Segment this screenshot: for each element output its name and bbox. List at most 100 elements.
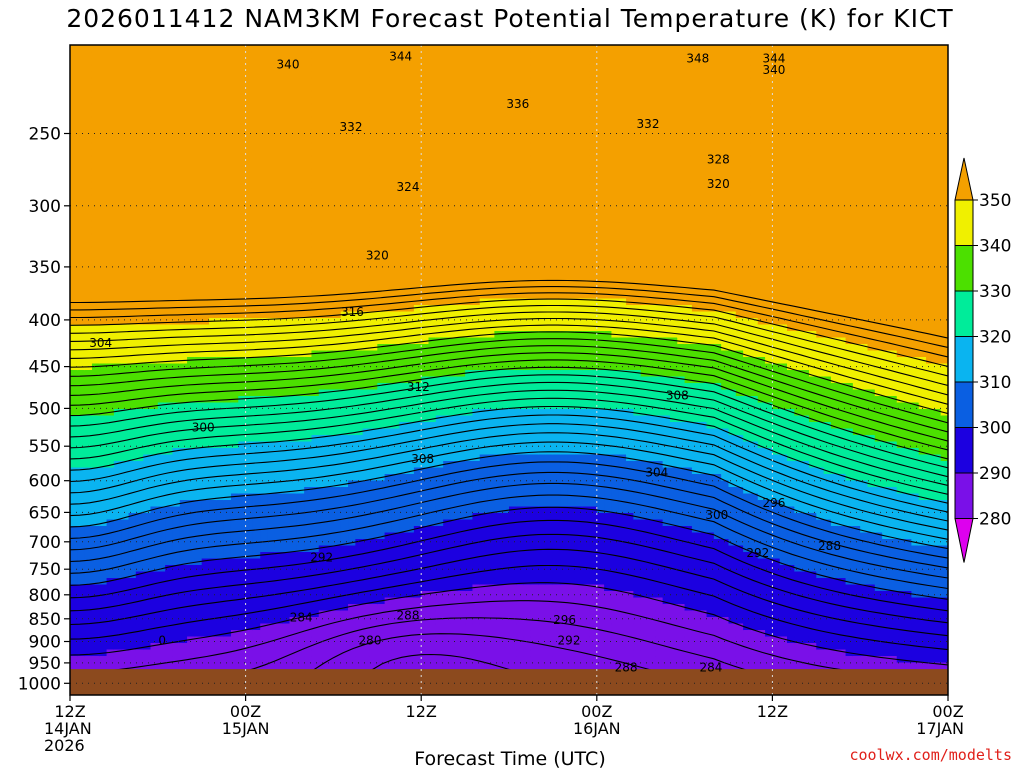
- field-cell: [260, 110, 269, 118]
- field-cell: [113, 123, 122, 131]
- field-cell: [143, 552, 152, 560]
- field-cell: [355, 240, 364, 248]
- field-cell: [311, 402, 320, 410]
- field-cell: [384, 539, 393, 547]
- field-cell: [252, 649, 261, 657]
- field-cell: [428, 149, 437, 157]
- field-cell: [406, 344, 415, 352]
- field-cell: [421, 389, 430, 397]
- field-cell: [413, 214, 422, 222]
- field-cell: [296, 662, 305, 670]
- field-cell: [121, 285, 130, 293]
- field-cell: [362, 435, 371, 443]
- field-cell: [384, 617, 393, 625]
- field-cell: [99, 383, 108, 391]
- field-cell: [172, 142, 181, 150]
- field-cell: [165, 402, 174, 410]
- field-cell: [282, 558, 291, 566]
- field-cell: [289, 571, 298, 579]
- field-cell: [340, 58, 349, 66]
- field-cell: [216, 584, 225, 592]
- field-cell: [296, 77, 305, 85]
- field-cell: [421, 259, 430, 267]
- field-cell: [282, 272, 291, 280]
- field-cell: [296, 396, 305, 404]
- field-cell: [333, 110, 342, 118]
- field-cell: [296, 597, 305, 605]
- field-cell: [194, 539, 203, 547]
- field-cell: [245, 441, 254, 449]
- field-cell: [252, 207, 261, 215]
- field-cell: [413, 656, 422, 664]
- field-cell: [377, 604, 386, 612]
- field-cell: [340, 415, 349, 423]
- field-cell: [113, 565, 122, 573]
- field-cell: [201, 370, 210, 378]
- field-cell: [230, 207, 239, 215]
- field-cell: [216, 617, 225, 625]
- field-cell: [369, 298, 378, 306]
- field-cell: [318, 162, 327, 170]
- field-cell: [99, 402, 108, 410]
- field-cell: [304, 142, 313, 150]
- field-cell: [143, 162, 152, 170]
- field-cell: [406, 149, 415, 157]
- field-cell: [157, 506, 166, 514]
- field-cell: [121, 240, 130, 248]
- field-cell: [106, 220, 115, 228]
- field-cell: [113, 350, 122, 358]
- field-cell: [274, 396, 283, 404]
- field-cell: [355, 324, 364, 332]
- field-cell: [84, 415, 93, 423]
- field-cell: [165, 246, 174, 254]
- field-cell: [428, 604, 437, 612]
- field-cell: [223, 279, 232, 287]
- field-cell: [289, 435, 298, 443]
- field-cell: [77, 435, 86, 443]
- field-cell: [326, 461, 334, 469]
- field-cell: [282, 383, 291, 391]
- field-cell: [384, 181, 393, 189]
- field-cell: [399, 129, 408, 137]
- field-cell: [179, 266, 188, 274]
- field-cell: [157, 376, 166, 384]
- field-cell: [150, 448, 159, 456]
- field-cell: [304, 474, 313, 482]
- field-cell: [355, 604, 364, 612]
- field-cell: [304, 77, 313, 85]
- field-cell: [377, 454, 386, 462]
- field-cell: [106, 149, 115, 157]
- field-cell: [99, 324, 108, 332]
- field-cell: [296, 363, 305, 371]
- field-cell: [216, 649, 225, 657]
- field-cell: [135, 64, 144, 72]
- field-cell: [165, 422, 174, 430]
- field-cell: [179, 253, 188, 261]
- field-cell: [143, 565, 152, 573]
- field-cell: [391, 259, 400, 267]
- field-cell: [172, 305, 181, 313]
- field-cell: [106, 331, 115, 339]
- field-cell: [201, 591, 210, 599]
- field-cell: [252, 318, 261, 326]
- field-cell: [201, 467, 210, 475]
- field-cell: [377, 324, 386, 332]
- field-cell: [165, 350, 174, 358]
- field-cell: [355, 552, 364, 560]
- field-cell: [201, 604, 210, 612]
- field-cell: [428, 253, 437, 261]
- field-cell: [121, 604, 130, 612]
- field-cell: [428, 500, 437, 508]
- field-cell: [91, 526, 100, 534]
- field-cell: [267, 656, 276, 664]
- field-cell: [406, 578, 415, 586]
- field-cell: [252, 253, 261, 261]
- field-cell: [282, 376, 291, 384]
- field-cell: [362, 77, 371, 85]
- field-cell: [143, 51, 152, 59]
- field-cell: [282, 448, 291, 456]
- field-cell: [99, 506, 108, 514]
- field-cell: [209, 246, 217, 254]
- field-cell: [413, 584, 422, 592]
- field-cell: [84, 532, 93, 540]
